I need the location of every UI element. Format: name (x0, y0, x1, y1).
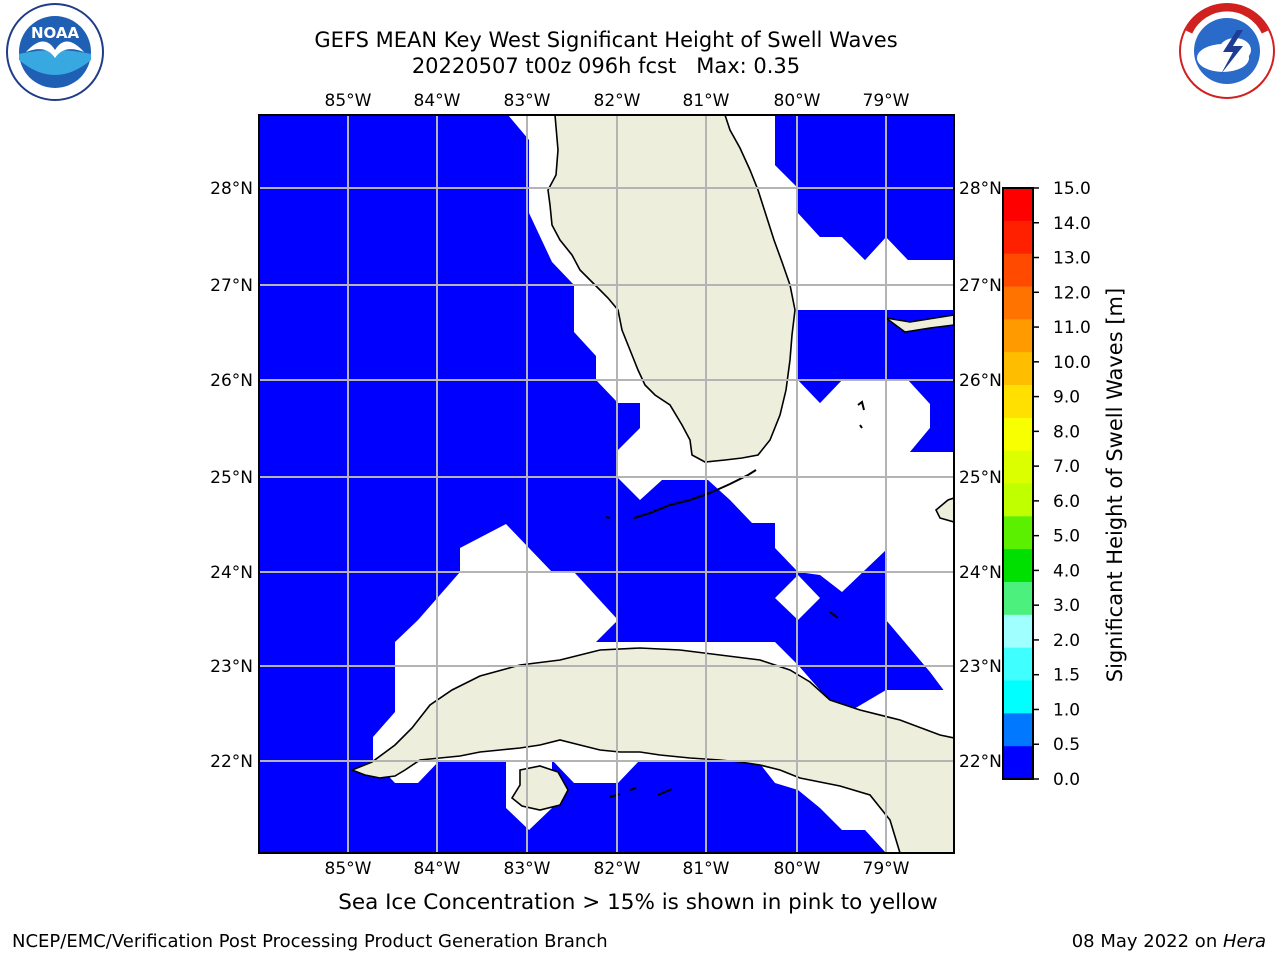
colorbar-label: Significant Height of Swell Waves [m] (1103, 288, 1127, 682)
footer-branch: NCEP/EMC/Verification Post Processing Pr… (12, 931, 608, 952)
lon-label: 80°W (774, 91, 821, 111)
lon-label: 80°W (774, 859, 821, 879)
lat-labels-right: 28°N 27°N 26°N 25°N 24°N 23°N 22°N (959, 179, 1002, 772)
colorbar-segment (1003, 746, 1033, 780)
lon-label: 79°W (863, 91, 910, 111)
colorbar-segment (1003, 582, 1033, 616)
lat-label: 27°N (959, 276, 1002, 296)
noaa-logo-text: NOAA (31, 24, 80, 42)
colorbar-tick-label: 1.0 (1053, 700, 1080, 720)
lon-label: 85°W (325, 91, 372, 111)
lon-label: 82°W (594, 91, 641, 111)
lon-labels-bottom: 85°W 84°W 83°W 82°W 81°W 80°W 79°W (325, 859, 910, 879)
colorbar-tick-label: 6.0 (1053, 492, 1080, 512)
footer-host: Hera (1222, 931, 1266, 952)
lat-label: 24°N (210, 563, 253, 583)
lon-label: 81°W (683, 859, 730, 879)
lat-label: 26°N (959, 371, 1002, 391)
colorbar-segment (1003, 549, 1033, 583)
colorbar-tick-label: 0.5 (1053, 735, 1080, 755)
colorbar-segment (1003, 319, 1033, 353)
lat-label: 22°N (959, 752, 1002, 772)
lat-label: 22°N (210, 752, 253, 772)
colorbar-tick-label: 11.0 (1053, 318, 1091, 338)
colorbar-segment (1003, 188, 1033, 222)
lat-label: 26°N (210, 371, 253, 391)
colorbar-segment (1003, 253, 1033, 287)
colorbar-tick-label: 15.0 (1053, 179, 1091, 199)
colorbar-tick-label: 5.0 (1053, 527, 1080, 547)
nws-logo (1179, 3, 1275, 99)
colorbar-tick-label: 12.0 (1053, 283, 1091, 303)
map-frame (258, 114, 955, 854)
noaa-logo: NOAA (6, 3, 104, 101)
lat-label: 27°N (210, 276, 253, 296)
colorbar-tick-label: 2.0 (1053, 631, 1080, 651)
lat-label: 28°N (959, 179, 1002, 199)
colorbar: 15.0 14.0 13.0 12.0 11.0 10.0 9.0 8.0 7.0 6.0 5.0 4… (1002, 179, 1091, 790)
chart-subtitle: 20220507 t00z 096h fcst Max: 0.35 (411, 54, 801, 78)
colorbar-segment (1003, 680, 1033, 714)
colorbar-segment (1003, 385, 1033, 419)
footer-date: 08 May 2022 on Hera (1072, 931, 1266, 952)
lat-labels-left: 28°N 27°N 26°N 25°N 24°N 23°N 22°N (210, 179, 253, 772)
sea-ice-note: Sea Ice Concentration > 15% is shown in … (338, 890, 938, 915)
lat-label: 24°N (959, 563, 1002, 583)
lon-label: 81°W (683, 91, 730, 111)
cuba-land (349, 647, 954, 853)
lat-label: 25°N (210, 468, 253, 488)
colorbar-segment (1003, 516, 1033, 550)
colorbar-tick-label: 10.0 (1053, 353, 1091, 373)
colorbar-tick-label: 0.0 (1053, 770, 1080, 790)
colorbar-tick-label: 4.0 (1053, 561, 1080, 581)
lon-label: 79°W (863, 859, 910, 879)
lon-labels-top: 85°W 84°W 83°W 82°W 81°W 80°W 79°W (325, 91, 910, 111)
lat-label: 28°N (210, 179, 253, 199)
colorbar-segment (1003, 483, 1033, 517)
colorbar-segment (1003, 220, 1033, 255)
colorbar-tick-label: 13.0 (1053, 249, 1091, 269)
colorbar-tick-label: 1.5 (1053, 666, 1080, 686)
colorbar-tick-label: 9.0 (1053, 388, 1080, 408)
lat-label: 23°N (210, 657, 253, 677)
lat-label: 25°N (959, 468, 1002, 488)
florida-land (547, 115, 796, 463)
lon-label: 84°W (414, 859, 461, 879)
lon-label: 82°W (594, 859, 641, 879)
colorbar-segment (1003, 614, 1033, 649)
colorbar-segment (1003, 713, 1033, 747)
colorbar-segment (1003, 450, 1033, 484)
lon-label: 85°W (325, 859, 372, 879)
colorbar-segment (1003, 647, 1033, 681)
map-gridlines (259, 115, 954, 853)
lat-label: 23°N (959, 657, 1002, 677)
lon-label: 83°W (504, 91, 551, 111)
colorbar-tick-label: 14.0 (1053, 214, 1091, 234)
chart-title: GEFS MEAN Key West Significant Height of… (314, 28, 898, 52)
colorbar-tick-label: 8.0 (1053, 422, 1080, 442)
colorbar-tick-label: 3.0 (1053, 596, 1080, 616)
colorbar-frame (1002, 187, 1034, 780)
lon-label: 84°W (414, 91, 461, 111)
lon-label: 83°W (504, 859, 551, 879)
bahamas-land-2 (935, 497, 954, 523)
colorbar-tick-label: 7.0 (1053, 457, 1080, 477)
bahamas-land (885, 314, 954, 333)
colorbar-segment (1003, 352, 1033, 386)
footer-date-text: 08 May 2022 on (1071, 931, 1223, 952)
colorbar-segment (1003, 417, 1033, 452)
colorbar-segment (1003, 286, 1033, 320)
